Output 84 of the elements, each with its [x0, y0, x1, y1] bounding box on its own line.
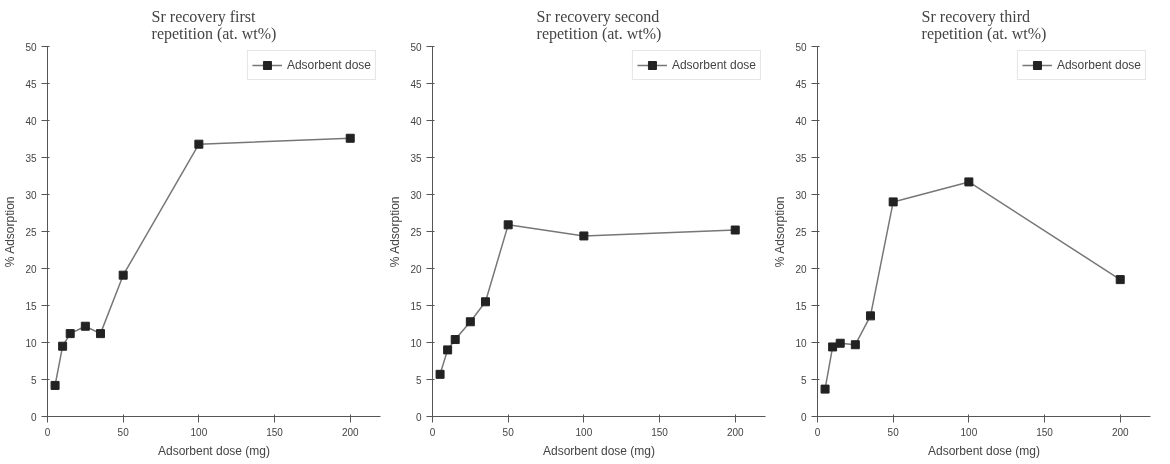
y-tick-label: 35 [25, 152, 37, 164]
y-tick-label: 45 [25, 78, 37, 90]
point [1115, 275, 1125, 285]
y-tick-label: 5 [30, 374, 37, 386]
x-tick-label: 100 [190, 426, 208, 438]
y-tick-label: 10 [795, 337, 807, 349]
point [579, 231, 589, 241]
point [194, 139, 204, 149]
x-tick-label: 200 [726, 426, 745, 438]
x-tick-label: 100 [575, 426, 593, 438]
point [964, 177, 974, 187]
x-tick-label: 200 [1111, 426, 1130, 438]
y-tick-label: 20 [410, 263, 422, 275]
y-tick-label: 30 [795, 189, 807, 201]
y-tick-label: 5 [800, 374, 807, 386]
point [480, 297, 490, 307]
point [835, 338, 845, 348]
y-tick-label: 25 [25, 226, 37, 238]
y-tick-label: 5 [415, 374, 422, 386]
point [865, 311, 875, 321]
chart-title: Sr recovery first repetition (at. wt%) [151, 7, 277, 43]
y-tick-label: 25 [795, 226, 807, 238]
x-tick-label: 50 [887, 426, 900, 438]
y-tick-label: 15 [795, 300, 807, 312]
point [345, 133, 355, 143]
point [58, 341, 68, 351]
point [443, 345, 453, 355]
y-tick-label: 10 [25, 337, 37, 349]
y-axis-title: % Adsorption [773, 196, 788, 268]
y-tick-label: 40 [795, 115, 807, 127]
y-tick-label: 30 [25, 189, 37, 201]
y-tick-label: 0 [415, 411, 422, 423]
x-tick-label: 200 [341, 426, 360, 438]
point [118, 270, 128, 280]
y-axis-title: % Adsorption [388, 196, 403, 268]
y-tick-label: 50 [795, 41, 807, 53]
x-tick-label: 100 [960, 426, 978, 438]
y-tick-label: 45 [410, 78, 422, 90]
y-tick-label: 40 [25, 115, 37, 127]
y-tick-label: 45 [795, 78, 807, 90]
x-tick-label: 0 [814, 426, 821, 438]
point [820, 384, 830, 394]
x-tick-label: 0 [44, 426, 51, 438]
legend-label: Adsorbent dose [1056, 58, 1141, 72]
y-tick-label: 35 [410, 152, 422, 164]
x-axis-title: Adsorbent dose (mg) [157, 443, 271, 458]
y-tick-label: 20 [795, 263, 807, 275]
point [730, 225, 740, 235]
x-tick-label: 50 [502, 426, 515, 438]
point [850, 340, 860, 350]
point [503, 220, 513, 230]
x-tick-label: 50 [117, 426, 130, 438]
point [828, 342, 838, 352]
point [80, 321, 90, 331]
point [65, 329, 75, 339]
legend-label: Adsorbent dose [671, 58, 756, 72]
point [50, 380, 60, 390]
x-axis-title: Adsorbent dose (mg) [542, 443, 656, 458]
x-tick-label: 150 [266, 426, 284, 438]
y-tick-label: 25 [410, 226, 422, 238]
x-tick-label: 150 [1036, 426, 1054, 438]
point [435, 369, 445, 379]
x-axis-title: Adsorbent dose (mg) [927, 443, 1041, 458]
legend-label: Adsorbent dose [286, 58, 371, 72]
y-tick-label: 0 [800, 411, 807, 423]
y-tick-label: 50 [25, 41, 37, 53]
x-tick-label: 150 [651, 426, 669, 438]
chart-title: Sr recovery second repetition (at. wt%) [536, 7, 662, 43]
chart-title: Sr recovery third repetition (at. wt%) [921, 7, 1047, 43]
y-tick-label: 15 [410, 300, 422, 312]
point [450, 335, 460, 345]
y-tick-label: 30 [410, 189, 422, 201]
y-tick-label: 35 [795, 152, 807, 164]
y-tick-label: 50 [410, 41, 422, 53]
point [465, 317, 475, 327]
y-tick-label: 20 [25, 263, 37, 275]
point [95, 329, 105, 339]
x-tick-label: 0 [429, 426, 436, 438]
point [888, 197, 898, 207]
y-tick-label: 10 [410, 337, 422, 349]
y-tick-label: 0 [30, 411, 37, 423]
y-tick-label: 15 [25, 300, 37, 312]
y-tick-label: 40 [410, 115, 422, 127]
y-axis-title: % Adsorption [3, 196, 18, 268]
